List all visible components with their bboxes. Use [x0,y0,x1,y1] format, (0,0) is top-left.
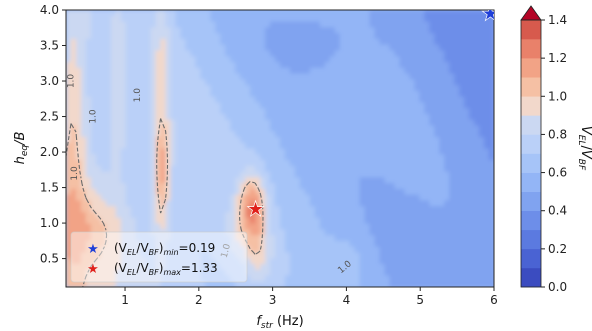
y-tick-label: 3.5 [40,39,59,53]
y-axis-label: heq/B [13,132,30,165]
colorbar-bands [521,20,541,288]
marker-min: ★ [482,4,498,25]
colorbar-band [521,172,541,192]
colorbar-extend-arrow [520,5,542,21]
y-tick-label: 1.0 [40,216,59,230]
legend-label-max: (VEL/VBF)max=1.33 [114,261,218,277]
contour-label: 1.0 [220,243,233,260]
legend-entry-max: ★ (VEL/VBF)max=1.33 [87,261,218,277]
colorbar-tick-label: 1.0 [548,89,567,103]
colorbar-tick-label: 0.8 [548,127,567,141]
colorbar-band [521,229,541,250]
colorbar-band [521,267,541,288]
y-tick-label: 2.0 [40,145,59,159]
x-axis: 1 2 3 4 5 6 [121,287,498,307]
legend: ★ (VEL/VBF)min=0.19 ★ (VEL/VBF)max=1.33 [70,231,248,283]
contour-label: 1.0 [66,74,76,89]
plot-frame [65,9,495,288]
colorbar-band [521,96,541,116]
y-tick-label: 1.5 [40,181,59,195]
colorbar-tick-label: 0.0 [548,280,567,294]
colorbar-label: VEL/VBF [576,126,592,171]
x-tick-label: 4 [343,293,351,307]
colorbar-band [521,115,541,135]
marker-max: ★ [248,199,264,220]
colorbar-tick-label: 1.4 [548,13,567,27]
contour-label: 1.0 [89,109,99,124]
colorbar-band [521,134,541,154]
value-field [66,10,494,287]
colorbar-band [521,210,541,231]
legend-label-min: (VEL/VBF)min=0.19 [114,241,215,257]
colorbar-ticks: 0.0 0.2 0.4 0.6 0.8 1.0 1.2 1.4 [541,13,567,294]
extreme-markers: ★★ [247,4,498,221]
y-tick-label: 3.0 [40,74,59,88]
contour-label: 1.0 [133,88,143,103]
legend-marker-max: ★ [87,262,99,277]
colorbar-frame [520,19,542,288]
y-tick-label: 0.5 [40,252,59,266]
colorbar-band [521,153,541,173]
y-tick-label: 4.0 [40,3,59,17]
colorbar: 0.0 0.2 0.4 0.6 0.8 1.0 1.2 1.4 VEL/VBF [520,5,592,294]
plot-area: 1.01.01.01.01.01.0 [65,9,495,288]
colorbar-band [521,58,541,78]
colorbar-tick-label: 0.2 [548,242,567,256]
colorbar-band [521,77,541,97]
y-axis: 0.5 1.0 1.5 2.0 2.5 3.0 3.5 4.0 [40,3,66,266]
x-tick-label: 1 [121,293,129,307]
contour-label: 1.0 [70,166,80,181]
legend-box [70,231,248,283]
colorbar-tick-label: 0.6 [548,166,567,180]
x-axis-label: fstr (Hz) [256,314,303,331]
colorbar-tick-label: 1.2 [548,51,567,65]
colorbar-tick-label: 0.4 [548,204,567,218]
legend-entry-min: ★ (VEL/VBF)min=0.19 [87,241,215,257]
y-tick-label: 2.5 [40,110,59,124]
x-tick-label: 3 [269,293,277,307]
colorbar-band [521,20,541,40]
x-tick-label: 5 [416,293,424,307]
x-tick-label: 6 [490,293,498,307]
x-tick-label: 2 [195,293,203,307]
colorbar-band [521,248,541,269]
colorbar-band [521,191,541,212]
legend-marker-min: ★ [87,242,99,257]
colorbar-band [521,39,541,59]
